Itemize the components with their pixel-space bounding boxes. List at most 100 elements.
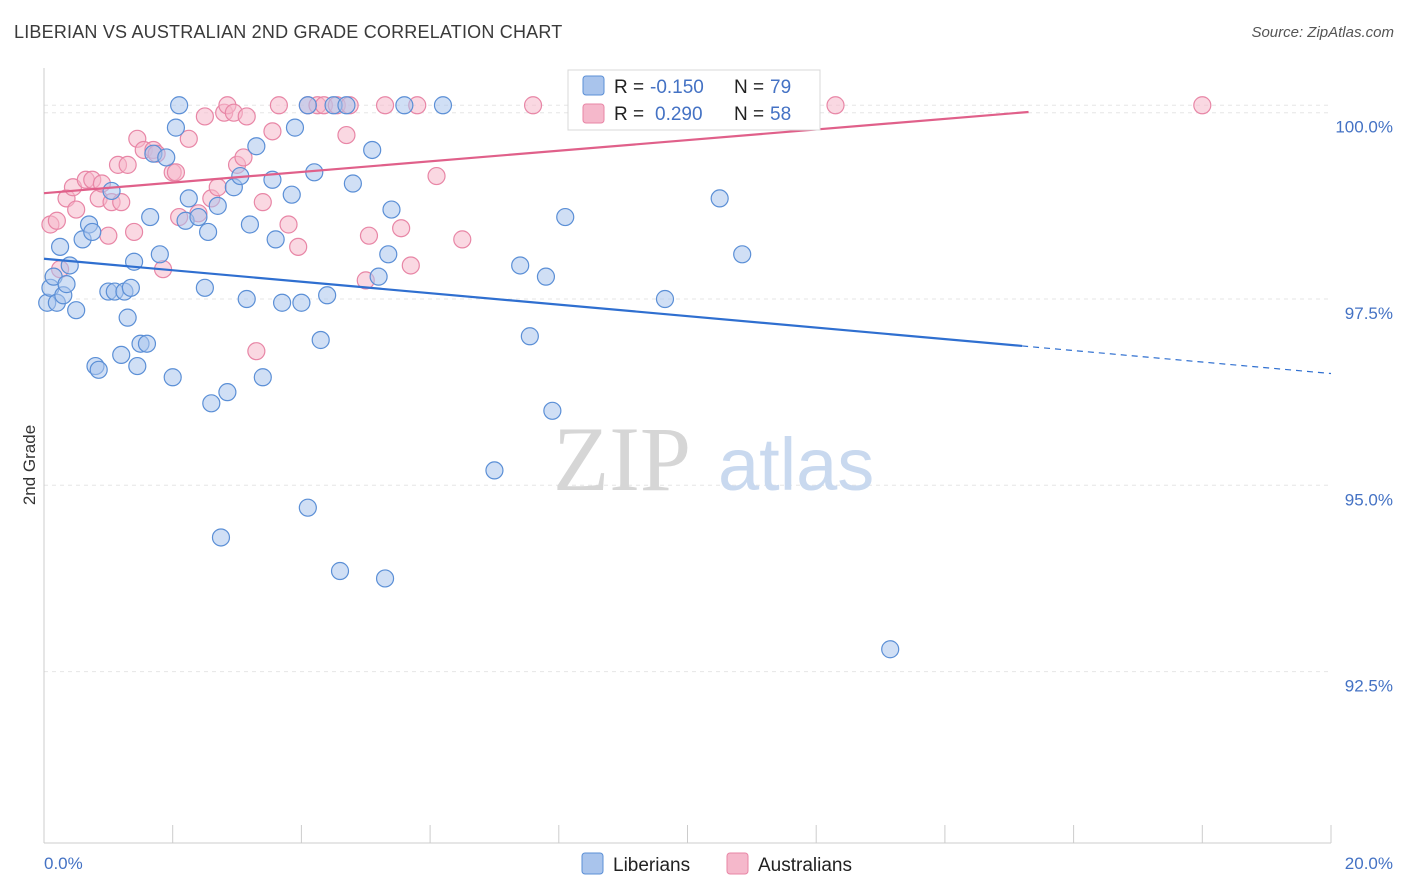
liberians-point — [282, 185, 301, 204]
liberians-point — [163, 368, 182, 387]
stats-legend: R = -0.150 N = 79 R = 0.290 N = 58 — [567, 69, 821, 131]
tick-labels: 100.0% 97.5% 95.0% 92.5% 0.0% 20.0% — [44, 118, 1393, 873]
australians-point — [269, 96, 288, 115]
liberians-point — [330, 561, 350, 581]
liberians-point — [369, 267, 388, 286]
liberians-point — [89, 360, 108, 379]
australians-point — [337, 125, 356, 145]
watermark-atlas: atlas — [718, 423, 874, 506]
x-tick-label-max: 20.0% — [1345, 854, 1393, 873]
liberians-point — [218, 383, 237, 402]
liberians-trend-line — [43, 257, 1023, 348]
liberians-point — [157, 148, 176, 167]
liberians-point — [881, 640, 900, 659]
liberians-point — [543, 401, 562, 420]
legend-liberians-swatch — [582, 75, 605, 96]
australians-trend-line — [43, 110, 1029, 195]
liberians-point — [285, 118, 305, 137]
liberians-point — [128, 356, 147, 376]
australians-point — [427, 166, 446, 186]
liberians-point — [382, 200, 401, 219]
australians-point — [826, 96, 845, 115]
liberians-point — [141, 207, 160, 227]
bottom-legend-liberians-swatch — [581, 852, 604, 875]
australians-point — [253, 193, 272, 212]
chart-title: LIBERIAN VS AUSTRALIAN 2ND GRADE CORRELA… — [14, 22, 563, 42]
liberians-point — [83, 222, 102, 242]
legend-australians-n-label: N = — [734, 104, 764, 125]
series-legend: Liberians Australians — [581, 852, 852, 876]
legend-liberians-r-value: -0.150 — [650, 77, 704, 98]
liberians-point — [50, 237, 70, 256]
legend-australians-r-label: R = — [614, 104, 644, 125]
australians-point — [392, 219, 411, 238]
liberians-point — [379, 245, 398, 264]
liberians-point — [433, 96, 453, 115]
australians-point — [166, 163, 186, 182]
y-tick-label: 100.0% — [1335, 118, 1393, 137]
legend-australians-swatch — [582, 103, 605, 124]
liberians-point — [375, 569, 395, 588]
australians-point — [263, 122, 282, 141]
legend-box — [567, 69, 821, 131]
liberians-point — [292, 293, 311, 312]
australians-point — [237, 107, 256, 126]
australians-point — [118, 155, 137, 174]
australians-point — [124, 222, 144, 242]
liberians-point — [112, 345, 131, 364]
liberians-point — [272, 293, 292, 312]
liberians-point — [511, 256, 530, 275]
liberians-point — [150, 245, 169, 264]
australians-point — [195, 107, 214, 126]
liberians-point — [363, 140, 382, 160]
bottom-legend-australians: Australians — [758, 855, 852, 876]
liberians-point — [202, 394, 221, 413]
legend-australians-n-value: 58 — [770, 104, 791, 125]
liberians-point — [247, 137, 266, 156]
liberians-point — [118, 308, 137, 327]
australians-point — [289, 237, 308, 256]
liberians-point — [266, 230, 285, 249]
australians-point — [47, 211, 66, 230]
liberians-point — [102, 181, 121, 201]
y-tick-label: 92.5% — [1345, 677, 1393, 696]
liberians-point — [253, 368, 272, 387]
liberians-points — [38, 96, 900, 659]
watermark: ZIP atlas — [553, 408, 874, 510]
liberians-point — [655, 289, 675, 309]
australians-point — [179, 129, 198, 148]
legend-liberians-n-value: 79 — [770, 77, 791, 98]
bottom-legend-liberians: Liberians — [613, 855, 690, 876]
liberians-point — [298, 498, 317, 517]
liberians-point — [485, 461, 504, 480]
australians-point — [234, 148, 253, 167]
liberians-point — [189, 207, 208, 227]
australians-point — [453, 230, 472, 249]
liberians-point — [311, 330, 330, 350]
liberians-point — [170, 96, 189, 115]
liberians-point — [318, 286, 337, 305]
australians-points — [41, 96, 1212, 361]
australians-point — [523, 96, 543, 115]
x-tick-label-min: 0.0% — [44, 854, 83, 873]
liberians-point — [57, 275, 76, 294]
liberians-trend-extension — [1022, 345, 1332, 375]
liberians-point — [337, 96, 356, 115]
liberians-point — [137, 334, 157, 353]
liberians-point — [536, 267, 556, 286]
australians-point — [401, 256, 420, 275]
liberians-point — [211, 528, 231, 547]
liberians-point — [121, 278, 140, 297]
chart-source: Source: ZipAtlas.com — [1251, 24, 1394, 41]
liberians-point — [343, 174, 362, 193]
trend-lines — [43, 110, 1332, 375]
legend-liberians-r-label: R = — [614, 77, 644, 98]
legend-australians-r-value: 0.290 — [655, 104, 703, 125]
liberians-point — [237, 289, 256, 309]
liberians-point — [240, 215, 260, 234]
liberians-point — [166, 118, 186, 137]
australians-point — [67, 200, 86, 219]
legend-liberians-n-label: N = — [734, 77, 764, 98]
y-tick-label: 95.0% — [1345, 490, 1393, 509]
